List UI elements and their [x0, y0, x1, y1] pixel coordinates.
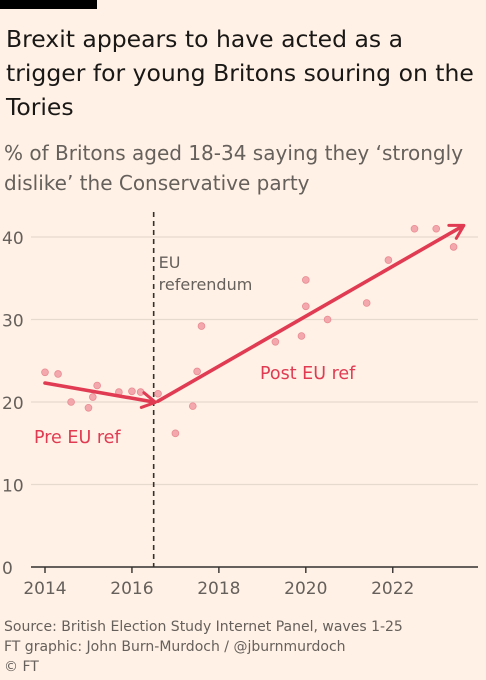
- chart-subtitle: % of Britons aged 18-34 saying they ‘str…: [4, 141, 464, 195]
- ft-top-bar: [0, 0, 97, 9]
- credit-note: FT graphic: John Burn-Murdoch / @jburnmu…: [4, 639, 346, 655]
- trend-arrow: [156, 223, 466, 403]
- data-point: [410, 224, 419, 233]
- data-point: [432, 224, 441, 233]
- x-tick-label: 2014: [23, 579, 66, 599]
- data-point: [93, 381, 101, 390]
- source-note: Source: British Election Study Internet …: [4, 619, 403, 635]
- x-tick-label: 2020: [284, 579, 327, 599]
- x-tick-label: 2022: [371, 579, 414, 599]
- data-point: [449, 243, 458, 251]
- data-point: [297, 332, 306, 340]
- data-point: [193, 367, 201, 376]
- x-tick-label: 2018: [197, 579, 240, 599]
- axes: 0 10 20 30 40 2014 2016 2018 2020 2022: [2, 229, 478, 599]
- footer: Source: British Election Study Internet …: [4, 617, 484, 677]
- y-tick-label: 0: [2, 559, 13, 579]
- trend-arrows: Pre EU ref Post EU ref: [34, 223, 466, 448]
- data-point: [84, 403, 93, 412]
- data-point: [271, 337, 280, 346]
- scatter-chart: 0 10 20 30 40 2014 2016 2018 2020 2022 EU referend…: [2, 212, 478, 599]
- data-point: [41, 368, 49, 377]
- eu-referendum-label: EU: [159, 253, 181, 272]
- trend-label: Pre EU ref: [34, 428, 121, 448]
- data-point: [128, 387, 136, 396]
- y-tick-label: 40: [2, 229, 24, 249]
- x-tick-label: 2016: [110, 579, 153, 599]
- annotations: EU referendum: [152, 212, 253, 567]
- data-point: [89, 393, 97, 401]
- data-point: [171, 429, 180, 438]
- data-point: [188, 402, 197, 410]
- copyright-note: © FT: [4, 659, 39, 675]
- data-point: [302, 302, 310, 311]
- data-point: [323, 315, 332, 324]
- data-point: [67, 398, 75, 406]
- y-tick-label: 10: [2, 477, 24, 497]
- data-point: [197, 322, 206, 330]
- data-point: [54, 370, 62, 378]
- chart-title: Brexit appears to have acted as a trigge…: [6, 25, 474, 121]
- eu-referendum-label: referendum: [159, 275, 253, 294]
- grid-lines: [31, 236, 478, 486]
- y-tick-label: 30: [2, 312, 24, 332]
- data-points: [41, 224, 458, 438]
- data-point: [302, 276, 310, 284]
- trend-arrow: [43, 381, 158, 409]
- data-point: [362, 299, 371, 307]
- trend-label: Post EU ref: [260, 364, 356, 384]
- data-point: [384, 256, 393, 264]
- y-tick-label: 20: [2, 394, 24, 414]
- data-point: [136, 388, 145, 396]
- data-point: [154, 389, 162, 398]
